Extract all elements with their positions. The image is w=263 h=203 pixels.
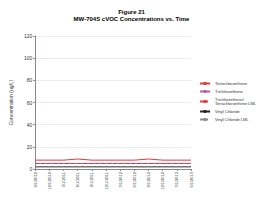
svg-text:Vinyl Chloride LML: Vinyl Chloride LML: [215, 117, 249, 122]
svg-text:80: 80: [27, 77, 33, 83]
svg-text:0: 0: [29, 166, 32, 172]
svg-text:Tetrachloroethene LML: Tetrachloroethene LML: [215, 101, 257, 106]
svg-text:20: 20: [27, 144, 33, 150]
svg-text:9/1/2012: 9/1/2012: [146, 171, 151, 187]
svg-text:60: 60: [27, 100, 33, 106]
svg-text:MW-704S cVOC Concentrations vs: MW-704S cVOC Concentrations vs. Time: [74, 16, 190, 22]
svg-text:12/1/2010: 12/1/2010: [47, 171, 52, 190]
svg-text:3/1/2011: 3/1/2011: [61, 171, 66, 187]
svg-text:9/1/2010: 9/1/2010: [33, 171, 38, 187]
svg-text:Concentration (ug/L): Concentration (ug/L): [8, 79, 14, 125]
svg-text:120: 120: [24, 33, 33, 39]
svg-text:Trichloroethene: Trichloroethene: [215, 89, 243, 94]
svg-text:12/1/2011: 12/1/2011: [104, 171, 109, 189]
svg-text:100: 100: [24, 55, 33, 61]
svg-text:Trichloroethene/: Trichloroethene/: [215, 97, 244, 102]
svg-text:9/1/2011: 9/1/2011: [89, 171, 94, 187]
svg-text:40: 40: [27, 122, 33, 128]
svg-text:6/1/2011: 6/1/2011: [75, 171, 80, 187]
svg-text:Tetrachloroethene: Tetrachloroethene: [215, 81, 248, 86]
svg-text:Figure 21: Figure 21: [118, 9, 145, 15]
svg-text:6/1/2013: 6/1/2013: [189, 171, 194, 187]
svg-text:12/1/2012: 12/1/2012: [160, 171, 165, 190]
svg-text:3/1/2012: 3/1/2012: [118, 171, 123, 187]
svg-text:3/1/2013: 3/1/2013: [174, 171, 179, 187]
svg-text:6/1/2012: 6/1/2012: [132, 171, 137, 187]
svg-text:Vinyl Chloride: Vinyl Chloride: [215, 109, 240, 114]
